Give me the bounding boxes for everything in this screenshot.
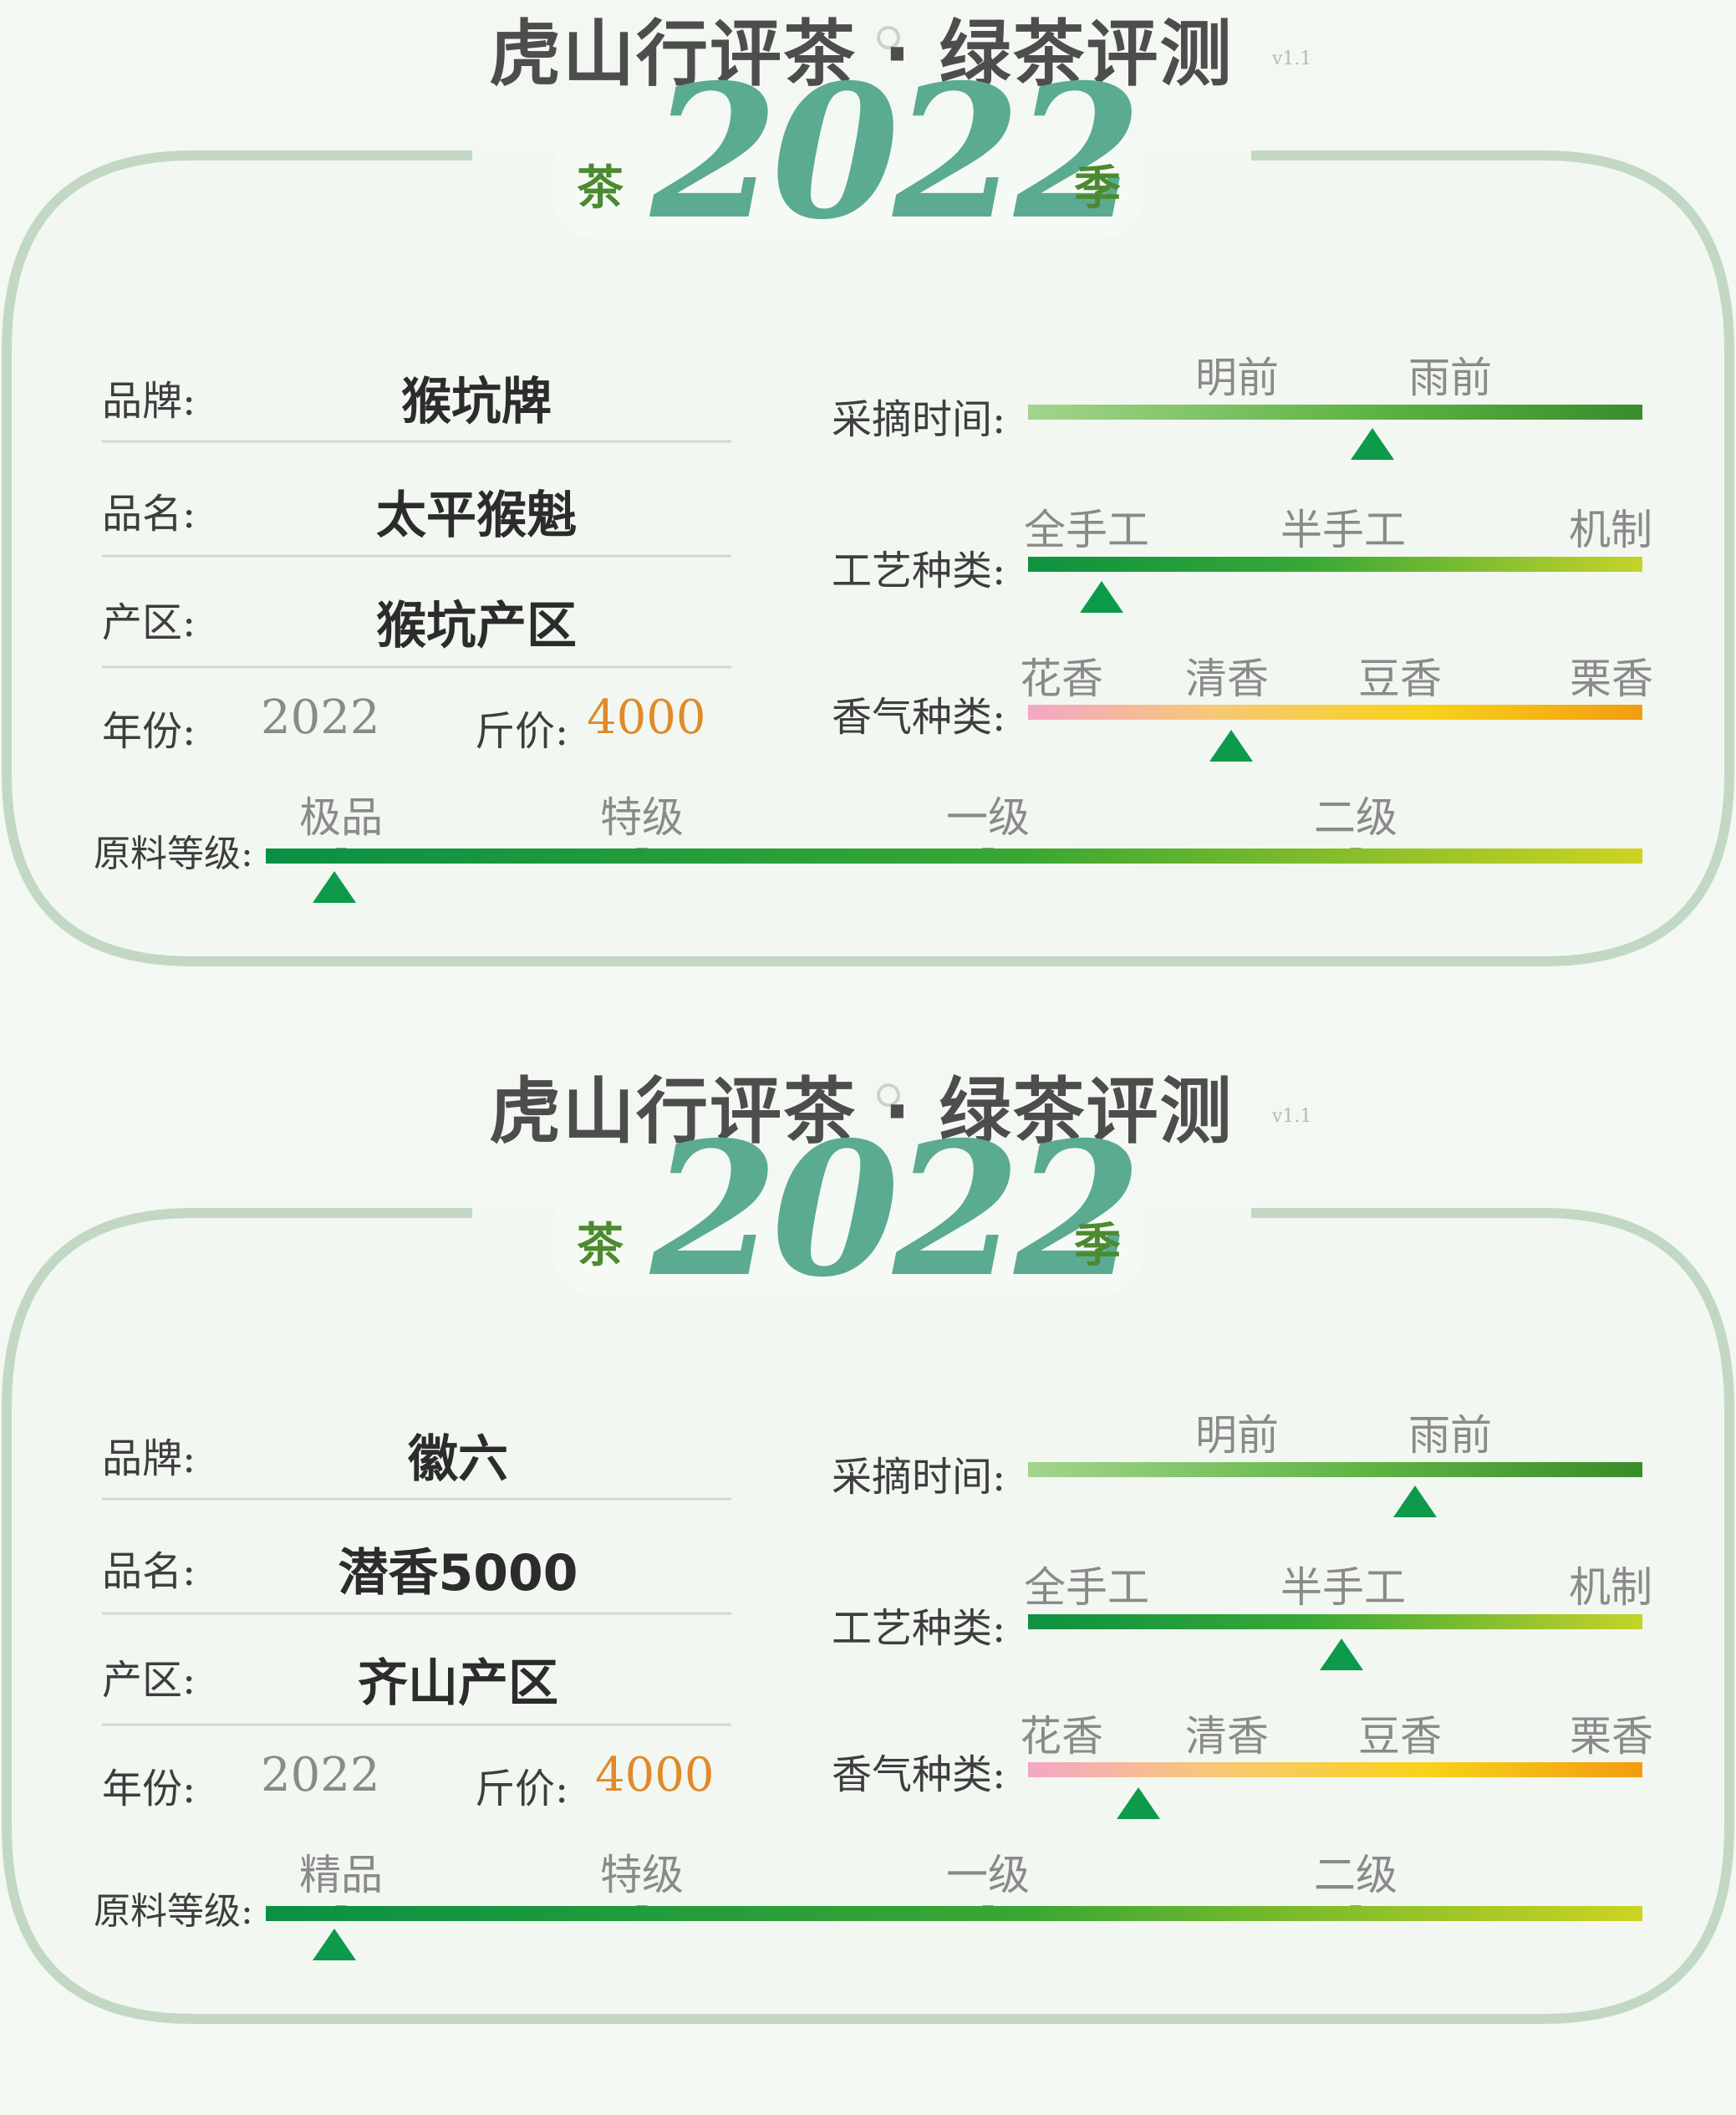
aroma-tick: 豆香 bbox=[1358, 645, 1442, 716]
grade-tick: 一级 bbox=[946, 784, 1030, 854]
season-suffix: 季 bbox=[1074, 161, 1121, 216]
craft-marker-icon bbox=[1080, 581, 1124, 613]
grade-marker-icon bbox=[313, 1929, 357, 1960]
main-title: 虎山行评茶 · 绿茶评测 bbox=[489, 1070, 1234, 1154]
brand-value: 徽六 bbox=[408, 1430, 508, 1489]
year-value: 2022 bbox=[261, 1748, 380, 1802]
aroma-label: 香气种类: bbox=[832, 1751, 1006, 1798]
name-label: 品名: bbox=[102, 491, 196, 538]
version-label: v1.1 bbox=[1272, 1106, 1312, 1127]
craft-tick: 全手工 bbox=[1024, 1554, 1149, 1624]
season-prefix: 茶 bbox=[577, 161, 624, 216]
picking-scale-bar bbox=[1028, 405, 1642, 420]
picking-marker-icon bbox=[1350, 428, 1394, 460]
name-value: 潜香5000 bbox=[338, 1544, 578, 1603]
region-value: 猴坑产区 bbox=[376, 597, 577, 655]
grade-tick: 二级 bbox=[1314, 784, 1397, 854]
craft-label: 工艺种类: bbox=[832, 1605, 1006, 1652]
aroma-tick: 清香 bbox=[1185, 1703, 1269, 1773]
craft-scale-bar bbox=[1028, 1614, 1642, 1629]
aroma-tick: 豆香 bbox=[1358, 1703, 1442, 1773]
region-label: 产区: bbox=[102, 599, 196, 646]
card-frame bbox=[1, 26, 1734, 966]
season-year: 2022 bbox=[650, 43, 1142, 260]
grade-tick: 二级 bbox=[1314, 1842, 1397, 1912]
grade-tick: 一级 bbox=[946, 1842, 1030, 1912]
aroma-tick: 栗香 bbox=[1570, 1703, 1653, 1773]
version-label: v1.1 bbox=[1272, 48, 1312, 69]
grade-tick: 极品 bbox=[299, 784, 383, 854]
aroma-tick: 花香 bbox=[1020, 645, 1103, 716]
aroma-marker-icon bbox=[1117, 1787, 1161, 1819]
price-label: 斤价: bbox=[475, 1766, 569, 1812]
aroma-tick: 清香 bbox=[1185, 645, 1269, 716]
aroma-scale-bar bbox=[1028, 705, 1642, 720]
picking-tick: 明前 bbox=[1195, 1402, 1279, 1472]
title-dot-icon bbox=[877, 1083, 900, 1107]
craft-scale-bar bbox=[1028, 557, 1642, 572]
craft-tick: 半手工 bbox=[1280, 1554, 1406, 1624]
craft-label: 工艺种类: bbox=[832, 548, 1006, 594]
brand-value: 猴坑牌 bbox=[401, 373, 552, 431]
grade-tick: 精品 bbox=[299, 1842, 383, 1912]
tea-review-card: 虎山行评茶 · 绿茶评测 v1.1 茶 2022 季 品牌: 徽六 品名: 潜香… bbox=[0, 1058, 1736, 2115]
season-suffix: 季 bbox=[1074, 1218, 1121, 1273]
picking-marker-icon bbox=[1393, 1486, 1438, 1517]
year-label: 年份: bbox=[102, 1766, 196, 1812]
grade-scale-bar bbox=[266, 849, 1642, 864]
picking-tick: 明前 bbox=[1195, 344, 1279, 415]
craft-tick: 机制 bbox=[1569, 1554, 1652, 1624]
region-label: 产区: bbox=[102, 1657, 196, 1704]
craft-tick: 半手工 bbox=[1280, 497, 1406, 567]
aroma-scale-bar bbox=[1028, 1762, 1642, 1777]
season-year: 2022 bbox=[650, 1101, 1142, 1317]
aroma-label: 香气种类: bbox=[832, 694, 1006, 741]
picking-scale-bar bbox=[1028, 1462, 1642, 1477]
season-badge bbox=[552, 125, 1145, 238]
grade-tick: 特级 bbox=[600, 1842, 684, 1912]
brand-label: 品牌: bbox=[102, 1435, 196, 1482]
aroma-tick: 花香 bbox=[1020, 1703, 1103, 1773]
aroma-marker-icon bbox=[1209, 730, 1253, 762]
picking-tick: 雨前 bbox=[1408, 344, 1492, 415]
season-prefix: 茶 bbox=[577, 1218, 624, 1273]
brand-label: 品牌: bbox=[102, 378, 196, 425]
season-badge bbox=[552, 1183, 1145, 1296]
grade-label: 原料等级: bbox=[94, 833, 253, 875]
price-value: 4000 bbox=[595, 1748, 715, 1802]
craft-tick: 全手工 bbox=[1024, 497, 1149, 567]
tea-review-card: 虎山行评茶 · 绿茶评测 v1.1 茶 2022 季 品牌: 猴坑牌 品名: 太… bbox=[1, 13, 1734, 966]
name-label: 品名: bbox=[102, 1548, 196, 1595]
craft-marker-icon bbox=[1319, 1638, 1363, 1670]
grade-scale-bar bbox=[266, 1906, 1642, 1921]
grade-tick: 特级 bbox=[600, 784, 684, 854]
year-label: 年份: bbox=[102, 708, 196, 755]
title-dot-icon bbox=[877, 26, 900, 49]
picking-label: 采摘时间: bbox=[832, 1454, 1006, 1501]
name-value: 太平猴魁 bbox=[376, 487, 577, 545]
grade-label: 原料等级: bbox=[94, 1890, 253, 1933]
aroma-tick: 栗香 bbox=[1570, 645, 1653, 716]
card-frame bbox=[1, 1083, 1734, 2024]
price-value: 4000 bbox=[587, 691, 706, 745]
picking-label: 采摘时间: bbox=[832, 396, 1006, 443]
craft-tick: 机制 bbox=[1569, 497, 1652, 567]
picking-tick: 雨前 bbox=[1408, 1402, 1492, 1472]
price-label: 斤价: bbox=[475, 708, 569, 755]
year-value: 2022 bbox=[261, 691, 380, 745]
region-value: 齐山产区 bbox=[358, 1654, 558, 1713]
grade-marker-icon bbox=[313, 871, 357, 903]
main-title: 虎山行评茶 · 绿茶评测 bbox=[489, 13, 1234, 96]
